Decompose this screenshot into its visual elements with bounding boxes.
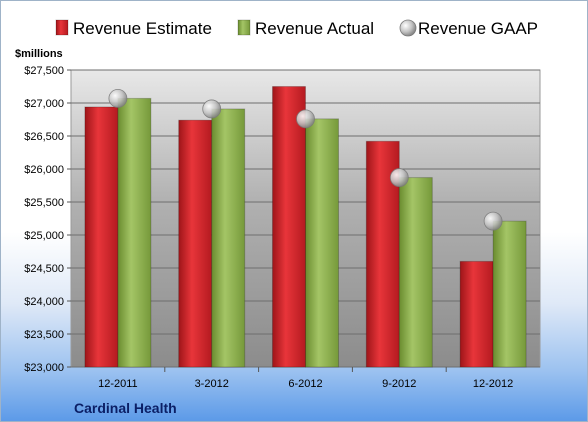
gaap-marker	[108, 88, 128, 108]
y-tick-label: $25,000	[24, 230, 64, 242]
axis-ticks: $23,000 $23,500 $24,000 $24,500 $25,000 $25,5…	[24, 65, 513, 390]
y-tick-label: $23,000	[24, 362, 64, 374]
x-tick-label: 9-2012	[382, 378, 416, 390]
y-tick-label: $23,500	[24, 329, 64, 341]
estimate-bar	[178, 119, 213, 368]
estimate-bar	[84, 106, 119, 368]
gaap-markers	[108, 88, 503, 231]
gaap-marker	[389, 168, 409, 187]
legend-swatch-estimate	[55, 19, 69, 36]
x-tick-label: 6-2012	[288, 378, 322, 390]
estimate-bar	[459, 260, 494, 368]
y-tick-label: $25,500	[24, 197, 64, 209]
actual-bar	[305, 118, 339, 368]
y-tick-label: $27,500	[24, 65, 64, 77]
gaap-marker	[483, 211, 503, 231]
actual-bar	[211, 108, 246, 368]
legend-label: Revenue GAAP	[418, 19, 538, 38]
y-tick-label: $26,000	[24, 164, 64, 176]
y-tick-label: $24,000	[24, 296, 64, 308]
actual-bar	[117, 97, 152, 368]
estimate-bar	[272, 86, 306, 368]
actual-bar	[492, 220, 527, 368]
y-tick-label: $27,000	[24, 98, 64, 110]
x-tick-label: 3-2012	[195, 378, 229, 390]
legend-label: Revenue Estimate	[73, 19, 212, 38]
x-tick-label: 12-2011	[98, 378, 138, 390]
y-tick-label: $24,500	[24, 263, 64, 275]
gaap-marker	[202, 99, 222, 119]
y-tick-label: $26,500	[24, 131, 64, 143]
legend-swatch-actual	[237, 19, 251, 36]
y-axis-unit-label: $millions	[15, 48, 63, 60]
gaap-marker	[296, 109, 315, 129]
bars	[84, 86, 527, 368]
actual-bar	[398, 177, 433, 368]
legend-label: Revenue Actual	[255, 19, 374, 38]
x-tick-label: 12-2012	[473, 378, 513, 390]
company-name: Cardinal Health	[74, 400, 177, 416]
legend: Revenue Estimate Revenue Actual Revenue GA…	[55, 19, 538, 38]
legend-swatch-gaap	[399, 19, 417, 37]
